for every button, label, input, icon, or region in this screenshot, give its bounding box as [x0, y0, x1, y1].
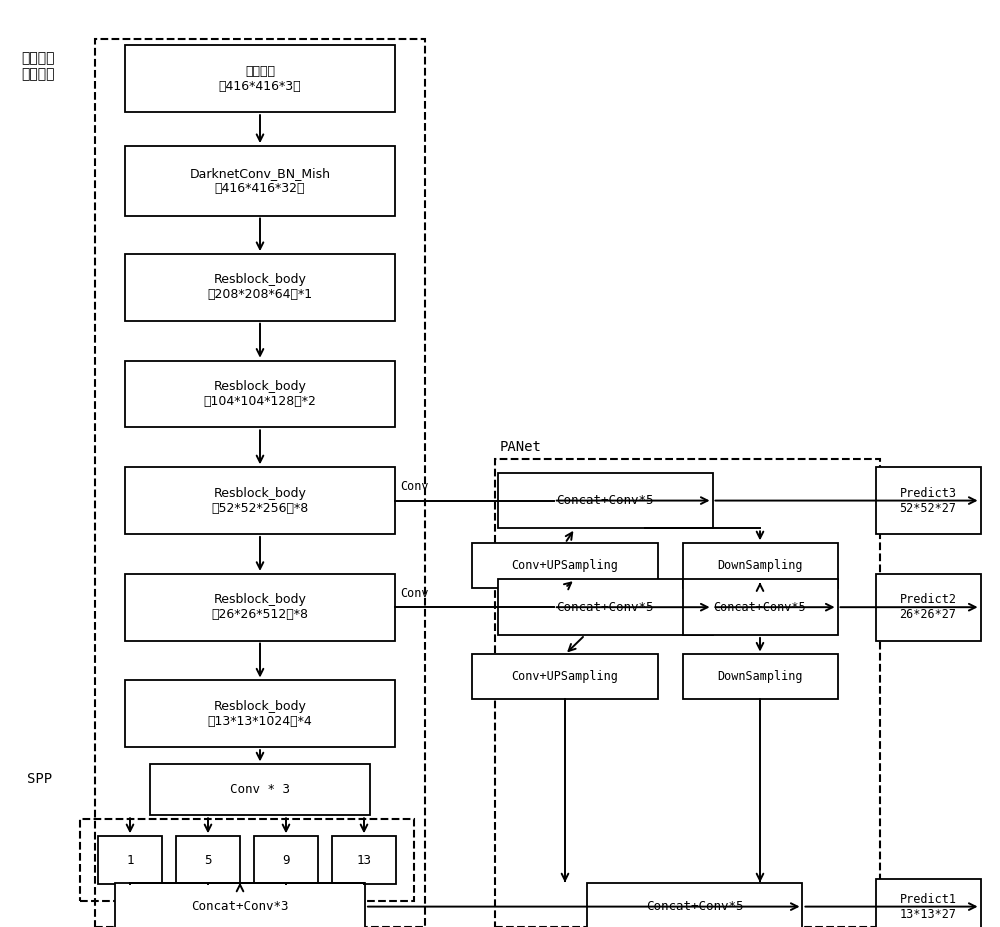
- Text: 主干特征
提取网络: 主干特征 提取网络: [21, 51, 55, 82]
- FancyBboxPatch shape: [587, 883, 802, 927]
- FancyBboxPatch shape: [682, 579, 838, 635]
- Text: Concat+Conv*5: Concat+Conv*5: [646, 900, 744, 913]
- Text: Resblock_body
（13*13*1024）*4: Resblock_body （13*13*1024）*4: [208, 700, 312, 728]
- FancyBboxPatch shape: [150, 764, 370, 816]
- Text: PANet: PANet: [500, 440, 542, 454]
- FancyBboxPatch shape: [472, 654, 658, 699]
- Text: Resblock_body
（208*208*64）*1: Resblock_body （208*208*64）*1: [207, 273, 313, 301]
- Text: 9: 9: [282, 854, 290, 867]
- FancyBboxPatch shape: [332, 836, 396, 884]
- FancyBboxPatch shape: [125, 467, 395, 534]
- Text: 5: 5: [204, 854, 212, 867]
- Text: Resblock_body
（52*52*256）*8: Resblock_body （52*52*256）*8: [211, 487, 309, 514]
- Text: 1: 1: [126, 854, 134, 867]
- FancyBboxPatch shape: [876, 467, 980, 534]
- FancyBboxPatch shape: [876, 879, 980, 927]
- Text: Conv * 3: Conv * 3: [230, 783, 290, 796]
- FancyBboxPatch shape: [125, 574, 395, 641]
- FancyBboxPatch shape: [125, 146, 395, 215]
- FancyBboxPatch shape: [498, 579, 712, 635]
- FancyBboxPatch shape: [498, 473, 712, 528]
- Text: Resblock_body
（26*26*512）*8: Resblock_body （26*26*512）*8: [212, 593, 308, 621]
- FancyBboxPatch shape: [125, 254, 395, 321]
- Text: DownSampling: DownSampling: [717, 670, 803, 683]
- Text: 输入图像
（416*416*3）: 输入图像 （416*416*3）: [219, 65, 301, 93]
- FancyBboxPatch shape: [125, 45, 395, 112]
- Text: Conv: Conv: [400, 587, 428, 600]
- Text: Predict2
26*26*27: Predict2 26*26*27: [900, 593, 956, 621]
- FancyBboxPatch shape: [876, 574, 980, 641]
- Text: Conv+UPSampling: Conv+UPSampling: [512, 559, 618, 572]
- FancyBboxPatch shape: [98, 836, 162, 884]
- Text: Concat+Conv*5: Concat+Conv*5: [556, 601, 654, 614]
- Text: DownSampling: DownSampling: [717, 559, 803, 572]
- Text: Concat+Conv*5: Concat+Conv*5: [556, 494, 654, 507]
- FancyBboxPatch shape: [125, 361, 395, 427]
- Text: Conv+UPSampling: Conv+UPSampling: [512, 670, 618, 683]
- Text: Conv: Conv: [400, 480, 428, 493]
- Text: Predict3
52*52*27: Predict3 52*52*27: [900, 487, 956, 514]
- FancyBboxPatch shape: [472, 543, 658, 588]
- Text: Concat+Conv*3: Concat+Conv*3: [191, 900, 289, 913]
- FancyBboxPatch shape: [254, 836, 318, 884]
- Text: DarknetConv_BN_Mish
（416*416*32）: DarknetConv_BN_Mish （416*416*32）: [190, 167, 330, 195]
- Text: Resblock_body
（104*104*128）*2: Resblock_body （104*104*128）*2: [204, 380, 316, 408]
- FancyBboxPatch shape: [682, 543, 838, 588]
- FancyBboxPatch shape: [176, 836, 240, 884]
- FancyBboxPatch shape: [115, 883, 365, 927]
- Text: Concat+Conv*5: Concat+Conv*5: [714, 601, 806, 614]
- FancyBboxPatch shape: [125, 680, 395, 747]
- Text: Predict1
13*13*27: Predict1 13*13*27: [900, 893, 956, 921]
- FancyBboxPatch shape: [682, 654, 838, 699]
- Text: 13: 13: [356, 854, 372, 867]
- Text: SPP: SPP: [27, 771, 53, 786]
